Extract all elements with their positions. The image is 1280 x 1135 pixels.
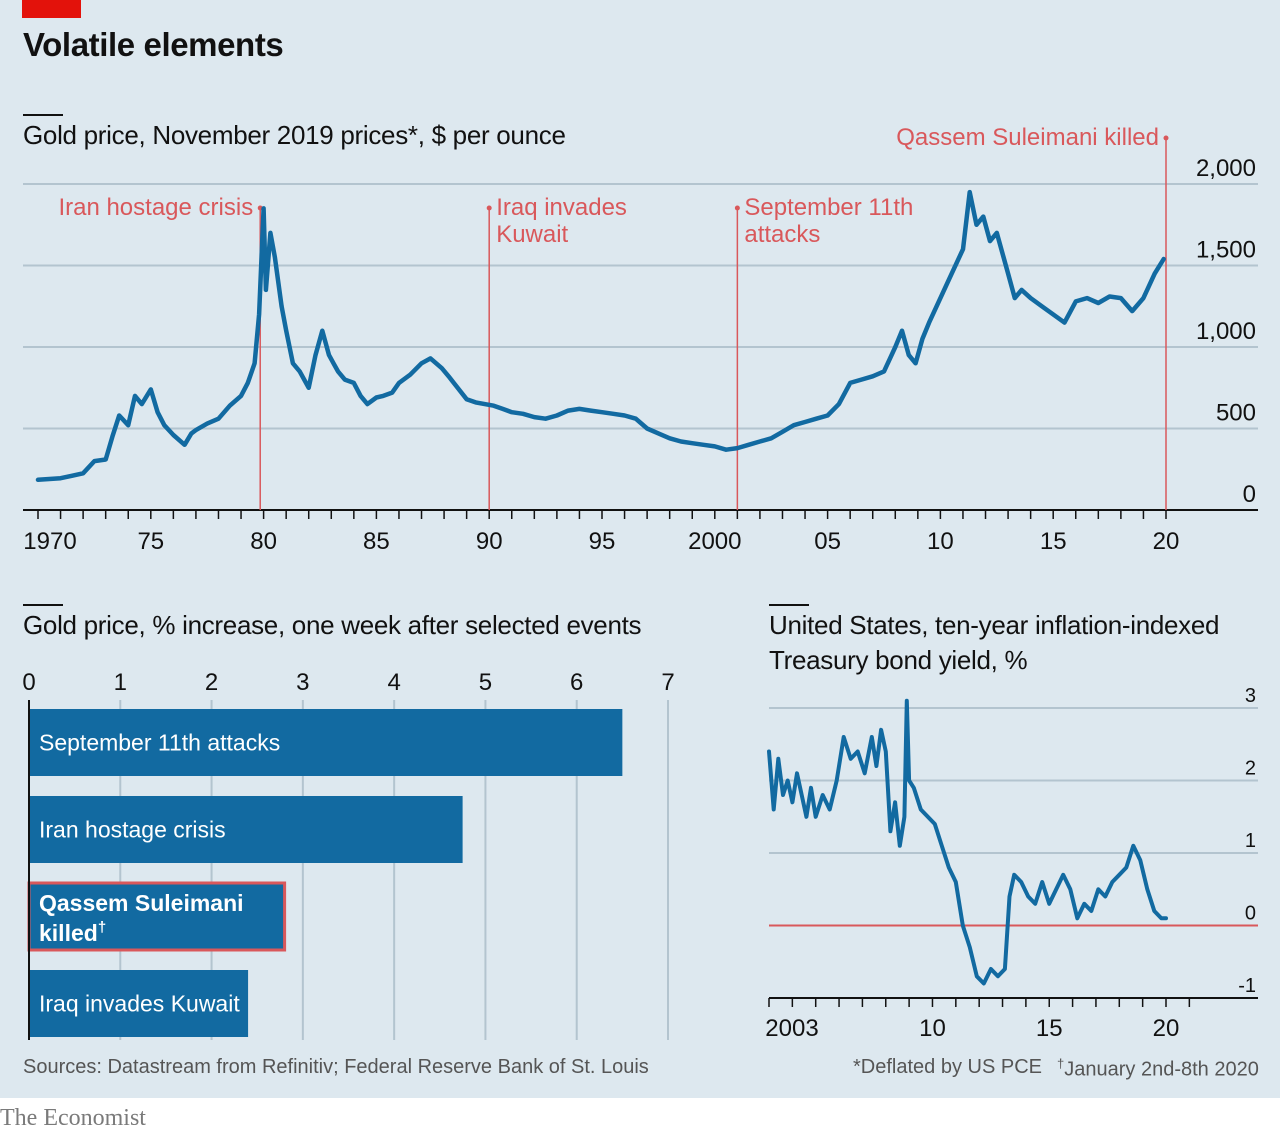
xtick-label: 10: [927, 528, 954, 555]
xtick-label: 85: [363, 528, 390, 555]
bar-label: September 11th attacks: [39, 730, 280, 756]
bar-chart-title: Gold price, % increase, one week after s…: [23, 610, 642, 640]
yield-xtick-label: 20: [1153, 1015, 1180, 1042]
yield-ytick-label: 3: [1245, 685, 1256, 707]
bar-xtick-label: 7: [661, 669, 674, 696]
event-label: September 11th: [744, 194, 913, 221]
yield-ytick-label: 2: [1245, 758, 1256, 780]
yield-xtick-label: 15: [1036, 1015, 1063, 1042]
xtick-label: 1970: [23, 528, 76, 555]
xtick-label: 95: [589, 528, 616, 555]
bar-label: Qassem Suleimani: [39, 890, 244, 916]
title-rule-yield: [769, 604, 809, 606]
bar-4: [29, 970, 249, 1037]
yield-chart-title-line-1: United States, ten-year inflation-indexe…: [769, 610, 1220, 640]
ytick-label: 1,000: [1196, 318, 1256, 345]
xtick-label: 75: [137, 528, 164, 555]
bar-label: Iraq invades Kuwait: [39, 991, 240, 1017]
xtick-label: 90: [476, 528, 503, 555]
yield-chart-title-line-2: Treasury bond yield, %: [769, 645, 1028, 675]
bar-xtick-label: 5: [479, 669, 492, 696]
event-bar-chart: 0 1 2 3 4 5 6 7 September 11th attacks Iran hosta…: [22, 669, 675, 1040]
dagger-mark: †: [1057, 1056, 1065, 1071]
gold-price-series-line: [35, 189, 1166, 483]
dagger-mark: †: [98, 919, 106, 936]
event-marker-dot: [734, 205, 740, 211]
bar-xtick-label: 4: [387, 669, 400, 696]
bar-xtick-label: 6: [570, 669, 583, 696]
event-marker-dot: [486, 205, 492, 211]
sources-note: Sources: Datastream from Refinitiv; Fede…: [23, 1056, 649, 1078]
bar-label: Iran hostage crisis: [39, 817, 226, 843]
bar-2: [29, 796, 463, 863]
ytick-label: 500: [1216, 400, 1256, 427]
yield-series-line: [767, 698, 1168, 986]
bar-label: killed†: [39, 919, 106, 946]
yield-xtick-label: 2003: [765, 1015, 818, 1042]
ytick-label: 0: [1243, 481, 1256, 508]
headline: Volatile elements: [23, 26, 284, 63]
title-rule-main: [23, 114, 63, 116]
main-chart-title: Gold price, November 2019 prices*, $ per…: [23, 120, 566, 150]
xtick-label: 15: [1040, 528, 1067, 555]
footnote-dates: †January 2nd-8th 2020: [1057, 1056, 1259, 1082]
ytick-label: 2,000: [1196, 155, 1256, 182]
event-label: attacks: [744, 221, 820, 248]
title-rule-bar: [23, 604, 63, 606]
xtick-label: 20: [1153, 528, 1180, 555]
bar-xtick-label: 1: [114, 669, 127, 696]
gold-price-chart: 0 500 1,000 1,500 2,000 1970 75 80 85 90 95 2000 05 1…: [23, 124, 1258, 555]
footnote-dates-text: January 2nd-8th 2020: [1064, 1058, 1259, 1081]
yield-ytick-label: 1: [1245, 830, 1256, 852]
yield-ytick-label: 0: [1245, 903, 1256, 925]
bar-xtick-label: 0: [22, 669, 35, 696]
economist-logo: The Economist: [0, 1105, 146, 1131]
event-label: Qassem Suleimani killed: [896, 124, 1159, 151]
yield-xtick-label: 10: [919, 1015, 946, 1042]
bar-1: [29, 709, 623, 776]
event-label: Iran hostage crisis: [58, 194, 253, 221]
event-marker-dot: [1163, 135, 1169, 141]
bar-xtick-label: 3: [296, 669, 309, 696]
ytick-label: 1,500: [1196, 237, 1256, 264]
xtick-label: 05: [814, 528, 841, 555]
bar-xtick-label: 2: [205, 669, 218, 696]
xtick-label: 2000: [688, 528, 741, 555]
xtick-label: 80: [250, 528, 277, 555]
brand-tag: [22, 0, 81, 18]
footnote-deflated: *Deflated by US PCE: [853, 1056, 1042, 1078]
event-label: Iraq invades: [496, 194, 627, 221]
bond-yield-chart: -1 0 1 2 3 2003 10 15 20: [765, 685, 1258, 1042]
yield-ytick-label: -1: [1238, 975, 1256, 997]
event-label: Kuwait: [496, 221, 568, 248]
